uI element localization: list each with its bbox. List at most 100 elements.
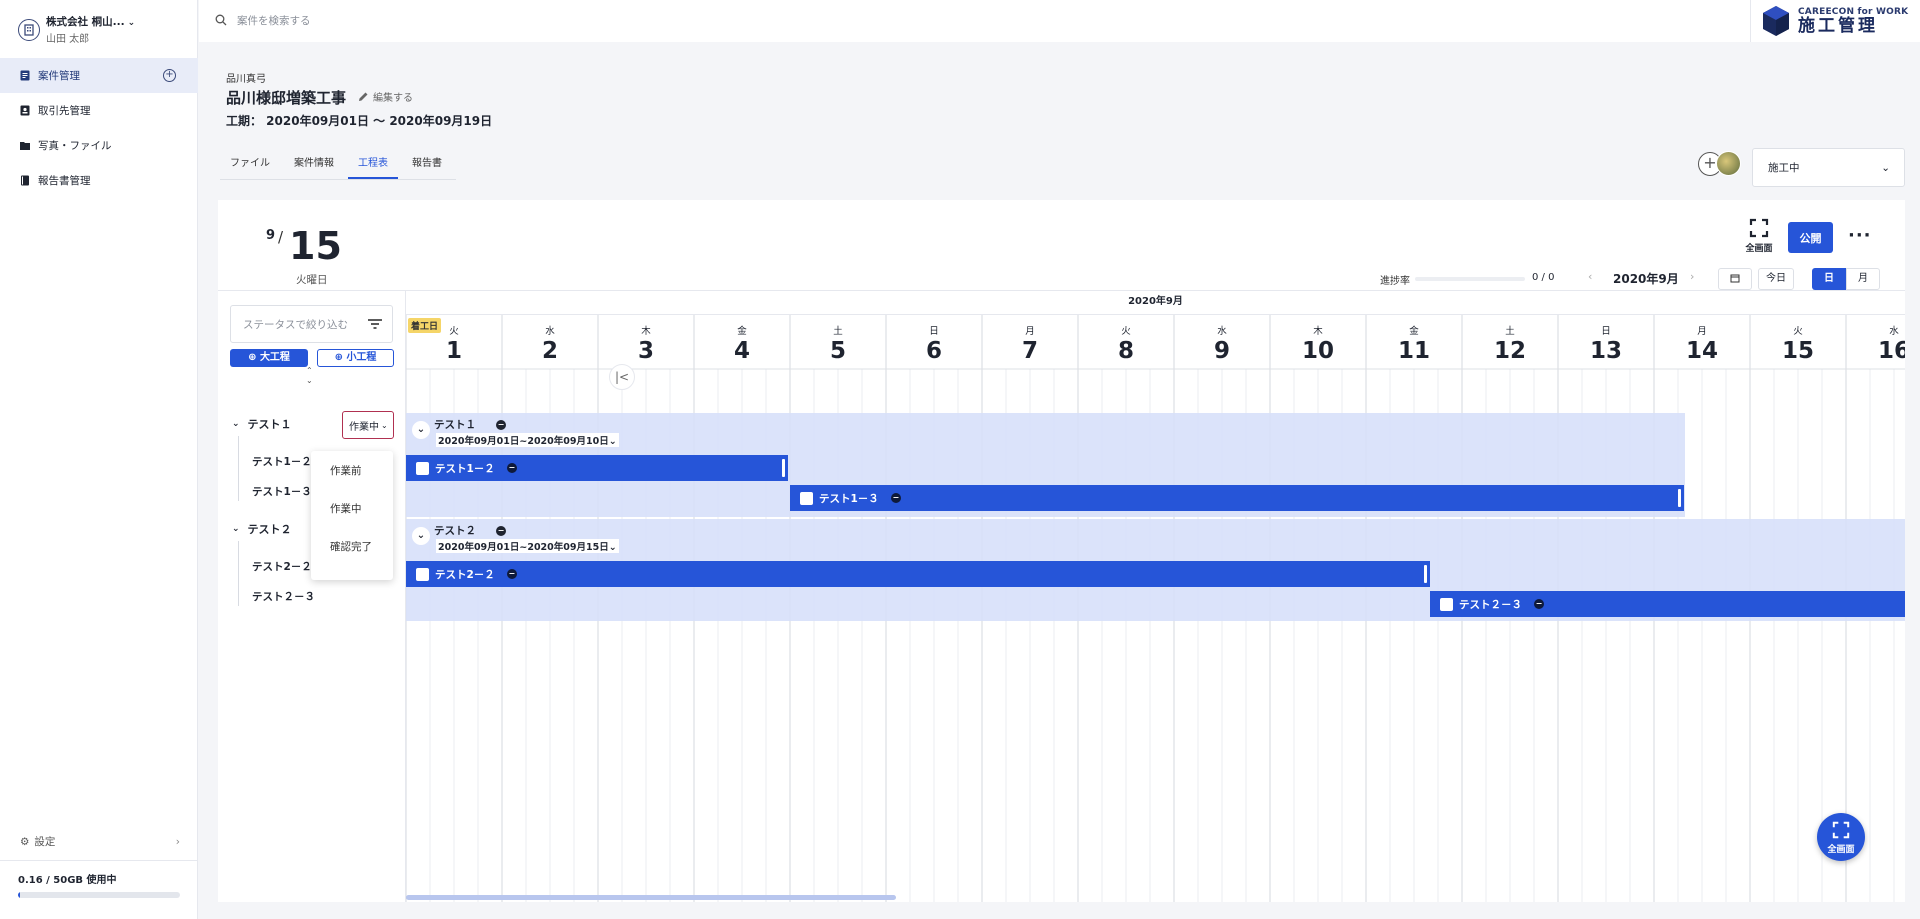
weekday-label: 土 (1505, 326, 1515, 337)
gantt-group-title-test1: テスト１ − (434, 417, 506, 432)
minus-circle-icon[interactable]: − (496, 525, 506, 536)
chevron-down-icon[interactable]: ⌄ (412, 421, 430, 439)
minus-circle-icon[interactable]: − (496, 419, 506, 430)
progress-value: 0 / 0 (1532, 272, 1555, 283)
sidebar-item-label: 案件管理 (38, 70, 80, 82)
avatar[interactable] (1716, 151, 1741, 176)
gantt-group-range[interactable]: 2020年09月01日~2020年09月10日⌄ (436, 433, 619, 447)
minus-circle-icon[interactable]: − (506, 569, 517, 579)
day-number: 12 (1493, 338, 1526, 364)
day-header: 火 15 (1750, 315, 1846, 369)
tab-files[interactable]: ファイル (230, 158, 270, 169)
task-group-test1[interactable]: ⌄ テスト１ (232, 416, 292, 432)
pencil-icon (359, 92, 368, 101)
tab-schedule[interactable]: 工程表 (348, 150, 398, 179)
schedule-card: 9 / 15 火曜日 全画面 公開 ··· 進捗率 0 / 0 ‹ 2020年9… (218, 200, 1905, 902)
task-item-test2-3[interactable]: テスト２－３ (252, 591, 315, 603)
fullscreen-button[interactable]: 全画面 (1739, 218, 1779, 254)
day-header: 日 13 (1558, 315, 1654, 369)
gantt-chart: 2020年9月 火 1 水 2 木 3 金 4 土 5 日 6 月 7 火 8 水 9 木 10 金 11 土 12 日 13 月 1… (406, 290, 1905, 902)
add-project-icon[interactable]: + (163, 69, 176, 82)
chevron-down-icon[interactable]: ⌄ (232, 419, 240, 429)
resize-handle[interactable] (782, 459, 785, 477)
weekday-label: 月 (1697, 326, 1707, 337)
brand-top-text: CAREECON for WORK (1798, 6, 1909, 17)
minus-circle-icon[interactable]: − (506, 463, 517, 473)
gantt-bar-test1-3[interactable]: テスト1－３ − (790, 485, 1684, 511)
status-filter-input[interactable]: ステータスで絞り込む (230, 305, 393, 343)
plus-circle-icon: ⊕ (334, 352, 347, 363)
project-status-select[interactable]: 施工中 ⌄ (1752, 148, 1905, 187)
view-month-button[interactable]: 月 (1846, 268, 1880, 290)
gantt-group-range[interactable]: 2020年09月01日~2020年09月15日⌄ (436, 539, 619, 553)
tab-project-info[interactable]: 案件情報 (294, 158, 334, 169)
more-options-icon[interactable]: ··· (1848, 225, 1872, 246)
edit-button[interactable]: 編集する (358, 89, 413, 104)
task-status-select[interactable]: 作業中 ⌄ (342, 411, 394, 439)
tab-reports[interactable]: 報告書 (412, 158, 442, 169)
weekday-label: 火 (1121, 326, 1131, 337)
weekday-label: 火 (1793, 326, 1803, 337)
status-option-in-progress[interactable]: 作業中 (330, 503, 362, 515)
status-option-confirmed[interactable]: 確認完了 (330, 541, 372, 553)
task-group-test2[interactable]: ⌄ テスト２ (232, 521, 292, 537)
search-input[interactable] (237, 10, 637, 32)
chevron-down-icon: ⌄ (127, 18, 136, 28)
task-checkbox[interactable] (416, 567, 429, 581)
settings-link[interactable]: ⚙ 設定 › (20, 834, 180, 849)
minus-circle-icon[interactable]: − (890, 493, 901, 503)
weekday-label: 木 (641, 326, 651, 337)
next-month-icon[interactable]: › (1690, 270, 1695, 283)
breadcrumb[interactable]: 品川真弓 (226, 74, 266, 85)
company-switcher[interactable]: 株式会社 桐山... ⌄ 山田 太郎 (18, 14, 135, 45)
task-checkbox[interactable] (416, 461, 429, 475)
chevron-down-icon[interactable]: ⌄ (232, 524, 240, 534)
calendar-button[interactable] (1718, 268, 1752, 290)
task-item-test2-2[interactable]: テスト2－２ (252, 561, 312, 573)
day-number: 5 (829, 338, 846, 364)
date-day: 15 (289, 224, 342, 268)
search-icon (215, 14, 227, 26)
chevron-down-icon: ⌄ (381, 420, 388, 430)
task-checkbox[interactable] (1440, 597, 1453, 611)
view-day-button[interactable]: 日 (1812, 268, 1846, 290)
chevron-down-icon[interactable]: ⌄ (412, 527, 430, 545)
minus-circle-icon[interactable]: − (1534, 599, 1544, 609)
weekday-label: 土 (833, 326, 843, 337)
sidebar-item-reports[interactable]: 報告書管理 (0, 163, 198, 198)
fullscreen-icon (1749, 218, 1769, 238)
sidebar-item-clients[interactable]: 取引先管理 (0, 93, 198, 128)
resize-handle[interactable] (1678, 489, 1681, 507)
tree-line (238, 436, 239, 501)
task-item-test1-2[interactable]: テスト1－２ (252, 456, 312, 468)
fullscreen-fab-button[interactable]: 全画面 (1817, 813, 1865, 861)
gantt-bar-test1-2[interactable]: テスト1－２ − (406, 455, 788, 481)
gantt-bar-label: テスト1－２ (435, 462, 495, 475)
weekday-label: 火 (449, 326, 459, 337)
horizontal-scrollbar[interactable] (406, 895, 896, 900)
task-checkbox[interactable] (800, 491, 813, 505)
sidebar-item-projects[interactable]: 案件管理 + (0, 58, 198, 93)
add-main-task-button[interactable]: ⊕ 大工程 (230, 349, 308, 367)
date-month: 9 (266, 228, 276, 243)
sort-icon[interactable]: ⌃ ⌄ (306, 366, 313, 385)
gantt-bar-test2-3[interactable]: テスト２－３ − (1430, 591, 1905, 617)
today-button[interactable]: 今日 (1758, 268, 1794, 290)
previous-month-icon[interactable]: ‹ (1588, 270, 1593, 283)
weekday-label: 水 (1217, 326, 1227, 337)
publish-button[interactable]: 公開 (1788, 222, 1833, 253)
resize-handle[interactable] (1424, 565, 1427, 583)
collapse-panel-icon[interactable]: |< (609, 364, 635, 390)
add-sub-task-button[interactable]: ⊕ 小工程 (317, 349, 394, 367)
gantt-bar-test2-2[interactable]: テスト2－２ − (406, 561, 1430, 587)
status-option-not-started[interactable]: 作業前 (330, 465, 362, 477)
task-item-test1-3[interactable]: テスト1－３ (252, 486, 312, 498)
sidebar-item-photos-files[interactable]: 写真・ファイル (0, 128, 198, 163)
tab-bar: ファイル 案件情報 工程表 報告書 (220, 150, 456, 180)
